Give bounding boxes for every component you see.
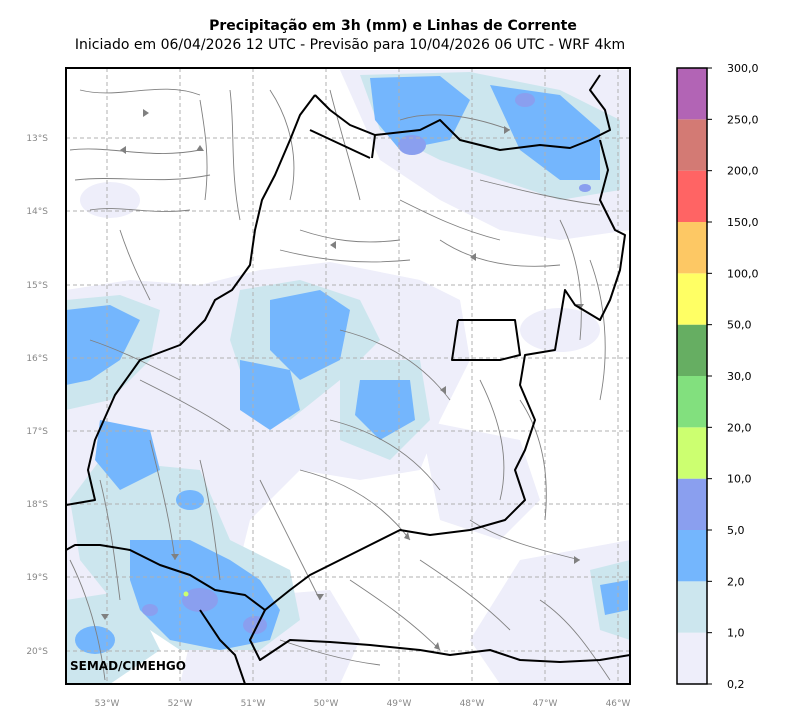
colorbar-swatch — [677, 376, 707, 428]
streamline-arrows — [101, 109, 584, 650]
colorbar-swatch — [677, 530, 707, 582]
colorbar-label: 0,2 — [727, 678, 745, 691]
colorbar-swatch — [677, 273, 707, 325]
map-title: Precipitação em 3h (mm) e Linhas de Corr… — [209, 18, 577, 34]
lon-label: 51°W — [241, 699, 266, 709]
colorbar-swatch — [677, 581, 707, 633]
colorbar-swatch — [677, 222, 707, 274]
lon-label: 49°W — [387, 699, 412, 709]
colorbar: 0,2 1,0 2,0 5,0 10,0 20,0 30,0 50,0 100,0 150,0 20… — [676, 62, 759, 691]
streamlines — [69, 88, 611, 681]
lon-label: 53°W — [95, 699, 120, 709]
colorbar-label: 5,0 — [727, 524, 745, 537]
colorbar-swatch — [677, 68, 707, 120]
lat-label: 13°S — [26, 134, 48, 144]
map-subtitle: Iniciado em 06/04/2026 12 UTC - Previsão… — [74, 37, 626, 53]
colorbar-label: 10,0 — [727, 473, 752, 486]
colorbar-label: 1,0 — [727, 627, 745, 640]
colorbar-label: 30,0 — [727, 370, 752, 383]
lon-label: 46°W — [606, 699, 631, 709]
map-area — [66, 68, 630, 684]
lon-labels: 53°W 52°W 51°W 50°W 49°W 48°W 47°W 46°W — [95, 699, 631, 709]
colorbar-label: 50,0 — [727, 319, 752, 332]
lon-label: 50°W — [314, 699, 339, 709]
colorbar-label: 300,0 — [727, 62, 759, 75]
lat-label: 16°S — [26, 354, 48, 364]
lon-label: 52°W — [168, 699, 193, 709]
map-frame — [65, 67, 631, 685]
colorbar-swatch — [677, 632, 707, 684]
colorbar-swatch — [677, 478, 707, 530]
lat-label: 20°S — [26, 647, 48, 657]
credit-label: SEMAD/CIMEHGO — [70, 659, 186, 673]
lat-label: 17°S — [26, 427, 48, 437]
precip-violet — [142, 93, 591, 634]
colorbar-swatch — [677, 324, 707, 376]
lat-labels: 13°S 14°S 15°S 16°S 17°S 18°S 19°S 20°S — [26, 134, 48, 657]
lat-label: 15°S — [26, 281, 48, 291]
colorbar-label: 20,0 — [727, 421, 752, 434]
lat-label: 14°S — [26, 207, 48, 217]
lat-label: 18°S — [26, 500, 48, 510]
lon-label: 47°W — [533, 699, 558, 709]
lon-label: 48°W — [460, 699, 485, 709]
colorbar-label: 150,0 — [727, 216, 759, 229]
colorbar-swatch — [677, 427, 707, 479]
precip-peak — [183, 591, 189, 597]
colorbar-label: 200,0 — [727, 165, 759, 178]
colorbar-label: 250,0 — [727, 113, 759, 126]
colorbar-swatch — [677, 170, 707, 222]
colorbar-swatch — [677, 119, 707, 171]
colorbar-label: 100,0 — [727, 267, 759, 280]
colorbar-label: 2,0 — [727, 575, 745, 588]
state-borders — [66, 74, 630, 684]
lat-label: 19°S — [26, 573, 48, 583]
